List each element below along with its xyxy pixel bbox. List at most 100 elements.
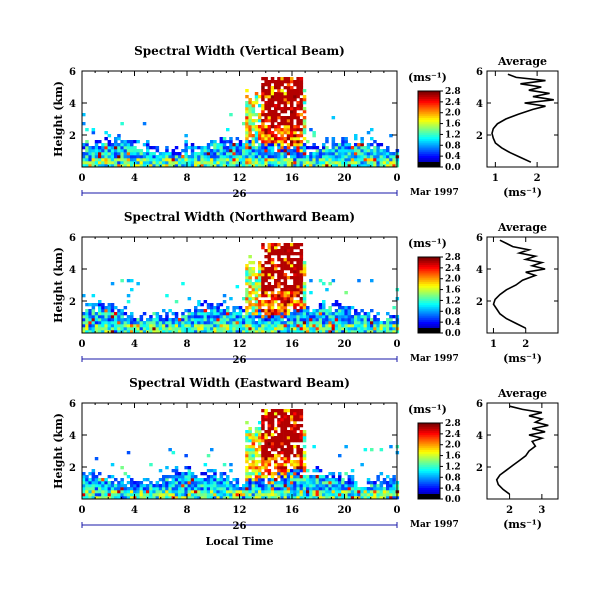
heatmap-cell [123,164,128,168]
heatmap-cell [251,309,256,313]
heatmap-cell [248,439,252,443]
heatmap-cell [261,496,265,500]
heatmap-cell [360,327,364,331]
heatmap-cell [91,330,96,334]
heatmap-cell [178,161,182,165]
heatmap-cell [210,158,214,162]
heatmap-cell [219,315,224,319]
heatmap-cell [306,487,310,491]
heatmap-cell [331,149,336,153]
heatmap-cell [139,155,144,159]
heatmap-cell [158,469,163,473]
heatmap-cell [280,261,284,265]
x-tick-label: 12 [233,339,247,350]
heatmap-cell [306,312,310,316]
heatmap-cell [146,155,150,159]
heatmap-cell [229,487,233,491]
average-frame [486,70,559,168]
heatmap-cell [344,158,348,162]
heatmap-cell [299,282,304,286]
heatmap-cell [219,155,224,159]
heatmap-cell [373,140,377,144]
heatmap-cell [226,315,230,319]
heatmap-cell [242,318,246,322]
heatmap-cell [347,330,352,334]
heatmap-cell [174,469,179,473]
heatmap-cell [261,433,265,437]
heatmap-cell [235,481,240,485]
colorbar-unit: (ms⁻¹) [408,237,447,250]
heatmap-cell [261,113,265,117]
heatmap-cell [344,487,348,491]
heatmap-cell [130,490,134,494]
heatmap-cell [382,496,387,500]
heatmap-cell [149,161,153,165]
heatmap-cell [290,143,294,147]
heatmap-cell [101,324,105,328]
heatmap-cell [270,312,275,316]
heatmap-cell [126,318,131,322]
heatmap-cell [274,330,278,334]
colorbar-swatch [418,480,440,483]
heatmap-cell [146,140,150,144]
heatmap-cell [85,161,89,165]
heatmap-cell [280,95,284,99]
heatmap-cell [181,282,185,286]
heatmap-cell [341,321,345,325]
heatmap-cell [174,152,179,156]
colorbar-swatch [418,115,440,118]
heatmap-cell [258,469,262,473]
heatmap-cell [120,152,124,156]
heatmap-cell [174,478,179,482]
heatmap-cell [264,113,268,117]
heatmap-cell [219,303,224,307]
heatmap-cell [309,496,313,500]
heatmap-cell [142,327,147,331]
heatmap-cell [299,288,304,292]
heatmap-cell [190,472,195,476]
heatmap-cell [360,321,364,325]
heatmap-cell [283,478,288,482]
heatmap-cell [296,469,300,473]
heatmap-cell [206,149,211,153]
colorbar-swatch [418,130,440,134]
colorbar-swatch [418,314,440,317]
heatmap-cell [290,152,294,156]
colorbar-swatch [418,426,440,430]
heatmap-cell [354,327,358,331]
heatmap-cell [200,149,204,153]
heatmap-cell [280,475,284,479]
heatmap-cell [344,306,348,310]
heatmap-cell [158,161,163,165]
heatmap-cell [280,490,284,494]
heatmap-cell [178,155,182,159]
heatmap-cell [126,451,131,455]
heatmap-cell [120,140,124,144]
heatmap-cell [235,496,240,500]
heatmap-cell [82,155,86,159]
heatmap-cell [203,463,208,467]
heatmap-cell [299,276,304,280]
heatmap-cell [264,155,268,159]
heatmap-cell [251,493,256,497]
heatmap-cell [386,484,390,488]
heatmap-cell [280,249,284,253]
heatmap-cell [261,439,265,443]
heatmap-cell [101,149,105,153]
heatmap-cell [123,146,128,150]
heatmap-cell [184,330,188,334]
heatmap-cell [290,158,294,162]
heatmap-cell [299,285,304,289]
heatmap-cell [312,324,316,328]
heatmap-cell [254,146,259,150]
heatmap-cell [264,137,268,141]
heatmap-cell [370,493,374,497]
heatmap-cell [114,484,118,488]
heatmap-cell [334,490,339,494]
heatmap-cell [264,412,268,416]
heatmap-cell [94,143,99,147]
heatmap-cell [245,267,249,271]
colorbar-swatch [418,104,440,107]
heatmap-cell [120,146,124,150]
heatmap-cell [306,490,310,494]
